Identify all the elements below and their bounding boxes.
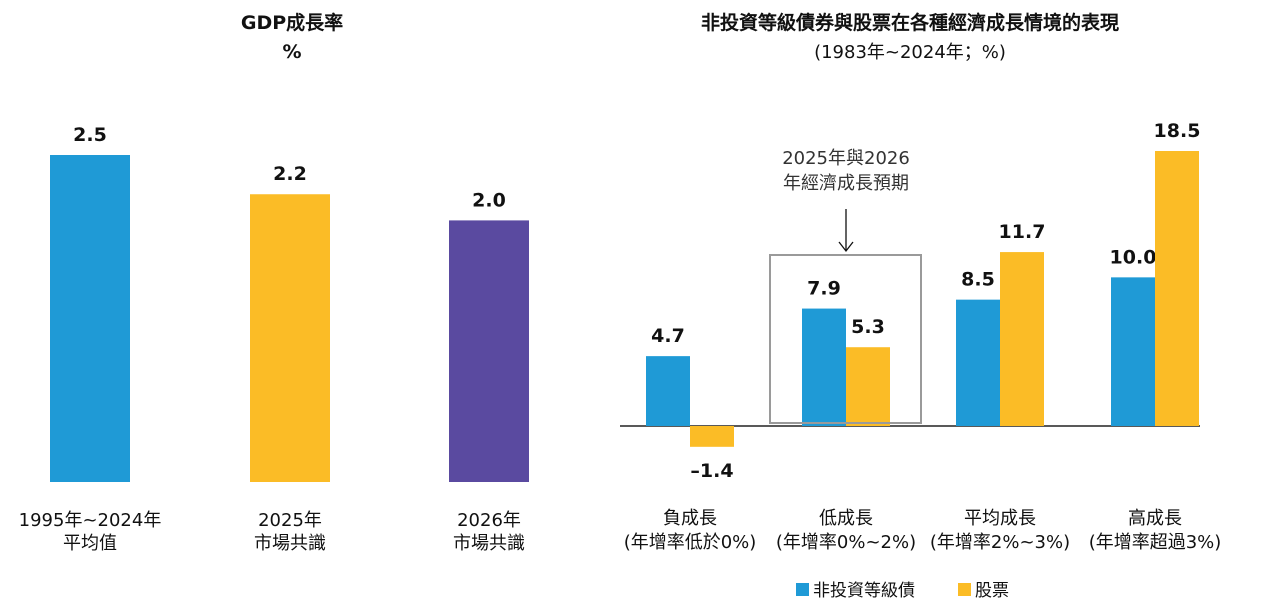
scenario-category-label: (年增率0%~2%) [776, 532, 916, 553]
scenario-category-label: 高成長 [1128, 508, 1182, 529]
bond-bar [802, 308, 846, 426]
annotation-box [769, 254, 922, 424]
gdp-value-label: 2.0 [472, 189, 506, 211]
gdp-value-label: 2.2 [273, 163, 307, 185]
stock-bar [846, 347, 890, 426]
bond-value-label: 7.9 [807, 278, 841, 300]
scenario-category-label: 低成長 [819, 508, 873, 529]
legend-swatch-bond [796, 583, 809, 596]
gdp-category-label: 平均值 [63, 533, 117, 554]
bond-value-label: 8.5 [961, 269, 995, 291]
scenario-category-label: 負成長 [663, 508, 717, 529]
stock-value-label: 18.5 [1154, 120, 1201, 142]
gdp-bar [449, 220, 529, 482]
gdp-chart: 2.51995年~2024年平均值2.22025年市場共識2.02026年市場共… [19, 124, 529, 554]
legend-label-bond: 非投資等級債 [813, 581, 915, 601]
gdp-chart-unit: % [282, 41, 301, 63]
gdp-value-label: 2.5 [73, 124, 107, 146]
gdp-category-label: 市場共識 [254, 533, 326, 554]
gdp-bar [250, 194, 330, 483]
gdp-category-label: 市場共識 [453, 533, 525, 554]
bond-bar [646, 356, 690, 426]
scenario-category-label: (年增率超過3%) [1089, 532, 1222, 553]
bond-value-label: 10.0 [1110, 246, 1157, 268]
scenario-category-label: (年增率低於0%) [624, 532, 757, 553]
bond-value-label: 4.7 [651, 325, 685, 347]
annotation-text: 年經濟成長預期 [783, 173, 909, 194]
stock-bar [690, 426, 734, 447]
bond-bar [956, 299, 1000, 426]
performance-chart: 4.7 –1.4 負成長 (年增率低於0%) 7.9 5.3 低成長 (年增率0%~2%) 8.… [620, 120, 1221, 553]
expectation-annotation: 2025年與2026 年經濟成長預期 [769, 148, 922, 424]
stock-value-label: 11.7 [999, 221, 1046, 243]
stock-value-label: 5.3 [851, 316, 885, 338]
scenario-category-label: 平均成長 [964, 508, 1036, 529]
gdp-category-label: 1995年~2024年 [19, 510, 162, 531]
stock-bar [1155, 151, 1199, 426]
performance-chart-title: 非投資等級債券與股票在各種經濟成長情境的表現 [701, 11, 1119, 34]
annotation-text: 2025年與2026 [782, 148, 910, 169]
legend-swatch-stock [958, 583, 971, 596]
stock-value-label: –1.4 [690, 460, 733, 482]
gdp-category-label: 2025年 [258, 510, 322, 531]
scenario-category-label: (年增率2%~3%) [930, 532, 1070, 553]
gdp-bar [50, 155, 130, 482]
legend-label-stock: 股票 [975, 581, 1009, 601]
gdp-category-label: 2026年 [457, 510, 521, 531]
annotation-arrow-head [838, 241, 854, 253]
stock-bar [1000, 252, 1044, 426]
bond-bar [1111, 277, 1155, 426]
performance-chart-subtitle: (1983年~2024年；%) [814, 42, 1006, 63]
chart-legend: 非投資等級債 股票 [796, 581, 1009, 601]
gdp-chart-title: GDP成長率 [241, 11, 343, 34]
